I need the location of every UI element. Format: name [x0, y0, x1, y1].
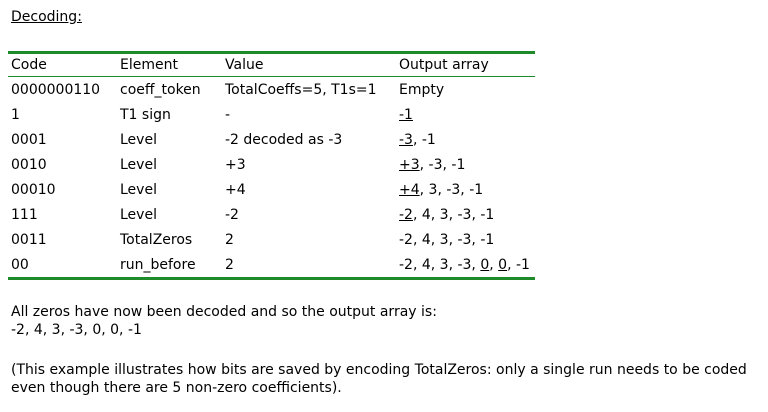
output-array-cell: +3, -3, -1: [396, 152, 535, 177]
output-segment: Empty: [399, 81, 445, 98]
element-cell: Level: [120, 156, 157, 173]
output-array-cell: -2, 4, 3, -3, -1: [396, 227, 535, 252]
output-new-value: +3: [399, 156, 420, 173]
element-cell: TotalZeros: [120, 231, 193, 248]
element-cell: Level: [120, 181, 157, 198]
value-cell: 2: [225, 231, 234, 248]
result-text: All zeros have now been decoded and so t…: [11, 304, 437, 320]
code-cell: 0011: [11, 231, 47, 248]
result-paragraph: All zeros have now been decoded and so t…: [11, 303, 437, 339]
output-segment: -2, 4, 3, -3,: [399, 256, 481, 273]
output-segment: -2, 4, 3, -3, -1: [399, 231, 495, 248]
output-segment: , -1: [507, 256, 530, 273]
output-new-value: -3: [399, 131, 413, 148]
output-array-cell: -3, -1: [396, 127, 535, 152]
note-line-2: even though there are 5 non-zero coeffic…: [11, 380, 342, 396]
code-cell: 00010: [11, 181, 56, 198]
value-cell: -: [225, 106, 231, 123]
output-array-cell: -2, 4, 3, -3, -1: [396, 202, 535, 227]
output-new-value: 0: [480, 256, 490, 273]
table-row: 0011 TotalZeros 2 -2, 4, 3, -3, -1: [8, 227, 535, 252]
output-array-cell: -2, 4, 3, -3, 0, 0, -1: [396, 252, 535, 277]
value-cell: -2 decoded as -3: [225, 131, 343, 148]
column-header-value: Value: [222, 54, 396, 77]
element-cell: T1 sign: [120, 106, 171, 123]
output-array-cell: Empty: [396, 77, 535, 103]
note-line-1: (This example illustrates how bits are s…: [11, 362, 747, 378]
table-row: 111 Level -2 -2, 4, 3, -3, -1: [8, 202, 535, 227]
output-segment: , 4, 3, -3, -1: [412, 206, 495, 223]
output-segment: ,: [489, 256, 499, 273]
code-cell: 0001: [11, 131, 47, 148]
output-new-value: -1: [399, 106, 413, 123]
value-cell: TotalCoeffs=5, T1s=1: [225, 81, 377, 98]
value-cell: +4: [225, 181, 246, 198]
table-row: 0001 Level -2 decoded as -3 -3, -1: [8, 127, 535, 152]
column-header-element: Element: [117, 54, 222, 77]
element-cell: coeff_token: [120, 81, 201, 98]
table-header-row: Code Element Value Output array: [8, 54, 535, 77]
code-cell: 00: [11, 256, 29, 273]
code-cell: 1: [11, 106, 20, 123]
element-cell: Level: [120, 206, 157, 223]
element-cell: Level: [120, 131, 157, 148]
column-header-code: Code: [8, 54, 117, 77]
output-segment: , -1: [412, 131, 436, 148]
value-cell: 2: [225, 256, 234, 273]
section-heading: Decoding:: [11, 9, 82, 25]
output-segment: , 3, -3, -1: [419, 181, 484, 198]
value-cell: -2: [225, 206, 239, 223]
output-new-value: +4: [399, 181, 420, 198]
output-array-cell: -1: [396, 102, 535, 127]
column-header-output-array: Output array: [396, 54, 535, 77]
decoding-table: Code Element Value Output array 00000001…: [8, 51, 535, 280]
table-row: 00 run_before 2 -2, 4, 3, -3, 0, 0, -1: [8, 252, 535, 277]
note-paragraph: (This example illustrates how bits are s…: [11, 361, 747, 397]
table-row: 0010 Level +3 +3, -3, -1: [8, 152, 535, 177]
table-row: 0000000110 coeff_token TotalCoeffs=5, T1s=…: [8, 77, 535, 103]
code-cell: 111: [11, 206, 38, 223]
output-segment: , -3, -1: [419, 156, 466, 173]
code-cell: 0000000110: [11, 81, 101, 98]
code-cell: 0010: [11, 156, 47, 173]
value-cell: +3: [225, 156, 246, 173]
element-cell: run_before: [120, 256, 196, 273]
output-array-cell: +4, 3, -3, -1: [396, 177, 535, 202]
table-row: 00010 Level +4 +4, 3, -3, -1: [8, 177, 535, 202]
output-new-value: -2: [399, 206, 413, 223]
table-row: 1 T1 sign - -1: [8, 102, 535, 127]
result-array: -2, 4, 3, -3, 0, 0, -1: [11, 322, 142, 338]
output-new-value: 0: [498, 256, 508, 273]
